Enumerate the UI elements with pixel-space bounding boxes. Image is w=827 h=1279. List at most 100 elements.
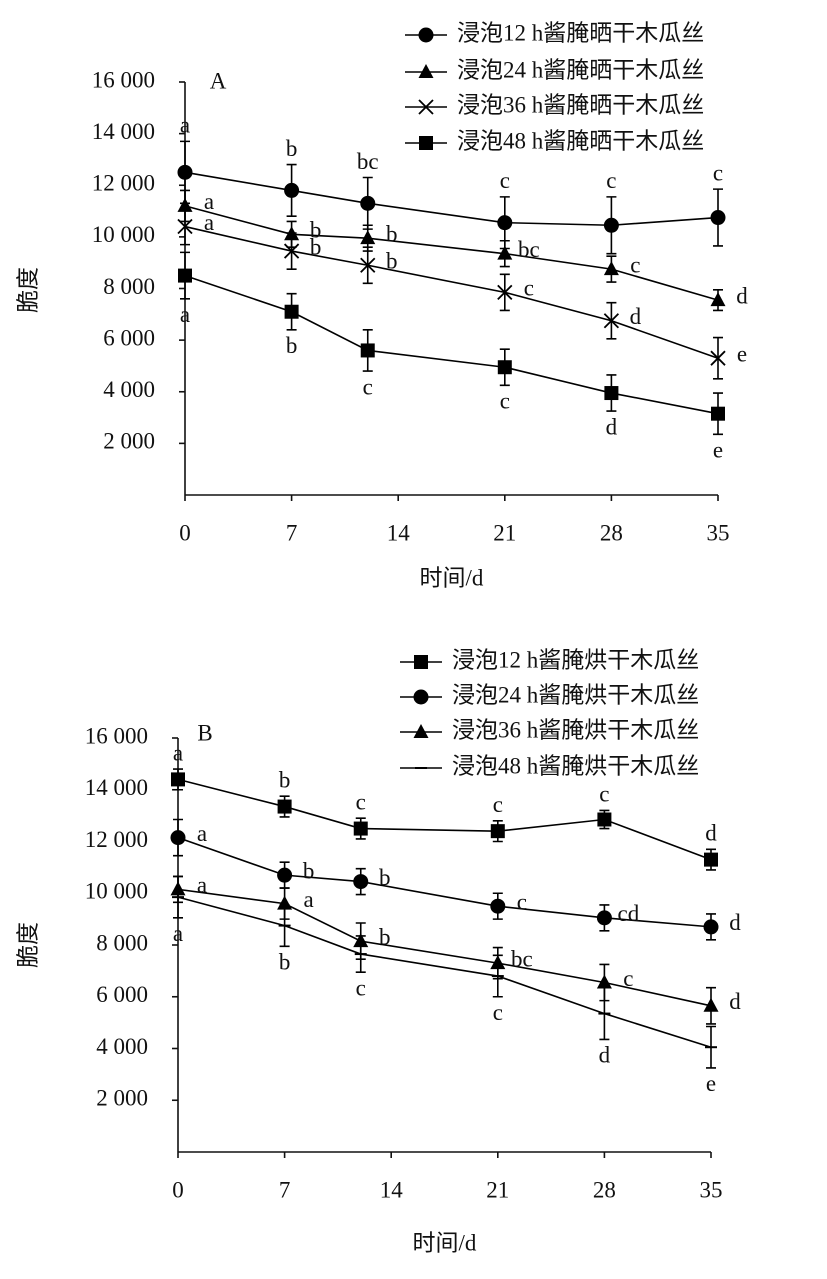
marker [703,997,719,1012]
significance-label: c [630,252,640,277]
significance-label: b [310,234,322,259]
marker [596,910,612,926]
significance-label: d [599,1043,611,1068]
significance-label: e [713,438,723,463]
significance-label: b [379,865,391,890]
y-tick-label: 16 000 [92,67,155,92]
significance-label: c [500,168,510,193]
significance-label: e [737,341,747,366]
significance-label: a [197,873,207,898]
legend-label: 浸泡36 h酱腌晒干木瓜丝 [457,92,704,117]
series-line [177,778,712,861]
marker [177,218,193,235]
significance-label: c [356,789,366,814]
significance-label: c [517,889,527,914]
marker [284,304,299,319]
x-tick-label: 28 [593,1177,616,1202]
marker [497,360,512,375]
x-tick-label: 14 [380,1177,404,1202]
legend-label: 浸泡24 h酱腌烘干木瓜丝 [452,682,699,707]
significance-label: a [204,210,214,235]
marker [603,313,620,329]
y-tick-label: 8 000 [103,274,155,299]
marker [418,64,434,78]
significance-label: c [623,966,633,991]
significance-label: cd [618,901,640,926]
marker [360,343,375,358]
significance-label: d [630,304,642,329]
significance-label: c [524,276,534,301]
significance-label: b [386,249,398,274]
y-tick-label: 2 000 [103,429,155,454]
marker [178,268,192,283]
significance-label: c [500,389,510,414]
significance-label: c [493,792,503,817]
significance-label: a [197,821,207,846]
panel-label: B [197,720,212,745]
significance-label: d [705,821,717,846]
marker [603,217,619,233]
significance-label: c [356,975,366,1000]
marker [283,243,300,259]
marker [711,406,725,421]
significance-label: e [706,1071,716,1096]
y-tick-label: 14 000 [85,775,148,800]
significance-label: c [606,168,616,193]
marker [497,284,513,301]
marker [710,350,726,366]
y-tick-label: 2 000 [96,1086,148,1111]
y-tick-label: 6 000 [103,325,155,350]
y-tick-label: 12 000 [92,171,155,196]
marker [603,261,619,276]
marker [360,195,376,211]
significance-label: d [736,283,748,308]
significance-label: a [204,189,214,214]
x-tick-label: 21 [486,1177,509,1202]
marker [596,974,612,989]
series-line [177,836,712,928]
y-tick-label: 6 000 [96,982,148,1007]
legend-label: 浸泡24 h酱腌晒干木瓜丝 [457,57,704,82]
marker [604,386,619,401]
significance-label: b [379,924,391,949]
legend-label: 浸泡36 h酱腌烘干木瓜丝 [452,717,699,742]
x-tick-label: 7 [286,520,298,545]
significance-label: c [599,782,609,807]
significance-label: b [286,333,298,358]
y-tick-label: 10 000 [85,879,148,904]
marker [413,724,429,738]
marker [277,867,293,883]
significance-label: b [279,768,291,793]
legend-label: 浸泡12 h酱腌烘干木瓜丝 [452,647,699,672]
marker [360,230,376,245]
marker [353,821,368,836]
series-line [184,225,719,359]
y-tick-label: 14 000 [92,119,155,144]
significance-label: bc [518,237,540,262]
significance-label: a [180,302,190,327]
x-tick-label: 28 [600,520,623,545]
x-tick-label: 0 [172,1177,184,1202]
marker [170,830,186,846]
significance-label: a [180,113,190,138]
legend-label: 浸泡48 h酱腌晒干木瓜丝 [457,128,704,153]
significance-label: b [303,858,315,883]
marker [419,136,433,150]
legend-label: 浸泡12 h酱腌晒干木瓜丝 [457,20,704,45]
y-tick-label: 8 000 [96,930,148,955]
marker [177,164,193,180]
marker [710,210,726,226]
significance-label: b [279,950,291,975]
series-line [177,896,712,1048]
series-line [184,205,719,301]
series-line [184,171,719,227]
marker [490,898,506,914]
marker [703,919,719,935]
significance-label: d [606,414,618,439]
significance-label: b [386,221,398,246]
marker [171,772,185,787]
y-tick-label: 16 000 [85,723,148,748]
significance-label: bc [357,149,379,174]
significance-label: a [173,740,183,765]
x-tick-label: 35 [707,520,730,545]
